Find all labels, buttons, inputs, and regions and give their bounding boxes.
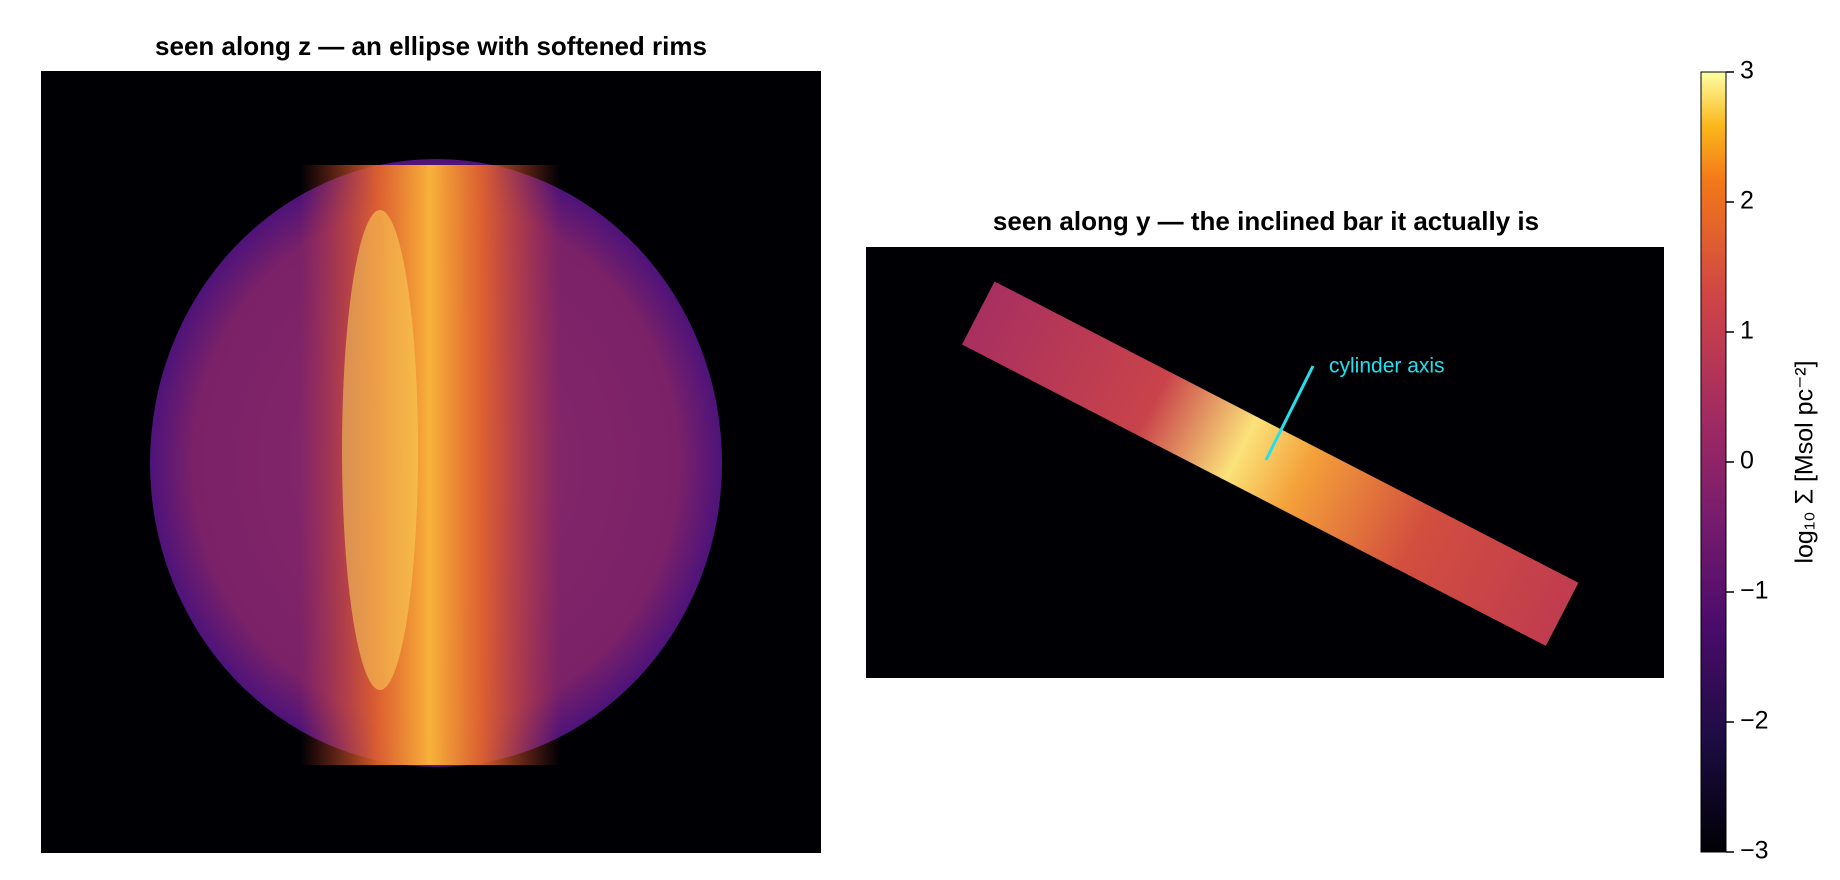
colorbar: log₁₀ Σ [Msol pc⁻²] −3 −2 −1 0 1 2 3 [1700,57,1819,865]
hot-core [342,210,418,690]
bright-band [300,165,560,765]
annotation: cylinder axis [1329,355,1445,378]
panel-title: seen along y — the inclined bar it actua… [993,206,1539,236]
colorbar-tick-label: 3 [1740,57,1754,85]
annotation-line [1264,365,1315,461]
panel-z: seen along z — an ellipse with softened … [41,31,821,853]
colorbar-gradient [1700,71,1727,853]
colorbar-tick-label: 1 [1740,317,1754,345]
colorbar-tick-label: −2 [1740,707,1769,735]
colorbar-tick-label: −3 [1740,837,1769,865]
panel-title: seen along z — an ellipse with softened … [155,31,707,61]
bar-image [962,281,1579,646]
colorbar-tick-label: 0 [1740,447,1754,475]
panel-y: seen along y — the inclined bar it actua… [866,206,1664,678]
colorbar-label: log₁₀ Σ [Msol pc⁻²] [1791,360,1819,563]
colorbar-tick-label: −1 [1740,577,1769,605]
colorbar-tick-label: 2 [1740,187,1754,215]
